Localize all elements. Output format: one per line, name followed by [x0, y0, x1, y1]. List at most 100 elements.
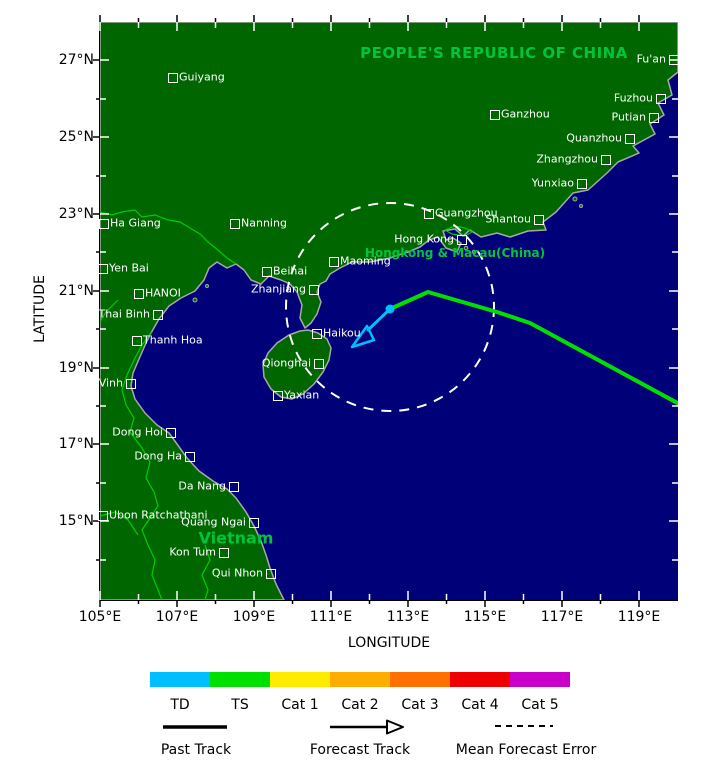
legend-category-label: TD: [170, 697, 190, 713]
city-label: Zhangzhou: [536, 152, 598, 166]
city-label: Yaxian: [284, 388, 320, 402]
mainland-coastline: [100, 22, 678, 600]
city-label: Shantou: [485, 212, 531, 226]
x-tick-label: 113°E: [386, 609, 430, 625]
city-marker: [97, 510, 108, 521]
city-marker: [308, 284, 319, 295]
city-marker: [248, 517, 259, 528]
legend-label-mean-forecast-error: Mean Forecast Error: [455, 742, 597, 758]
legend-category-label: Cat 3: [401, 697, 439, 713]
legend-category-label: Cat 5: [521, 697, 559, 713]
country-border: [100, 299, 119, 323]
tick-layer: [93, 15, 678, 607]
country-border: [100, 209, 237, 265]
city-marker: [313, 358, 324, 369]
legend-swatch-ts: [210, 672, 270, 687]
region-label-vietnam: Vietnam: [198, 528, 274, 548]
legend-label-past-track: Past Track: [160, 742, 232, 758]
y-tick-label: 21°N: [58, 283, 94, 299]
y-tick-label: 27°N: [58, 52, 94, 68]
country-border: [121, 331, 163, 600]
legend-symbols-layer: [163, 719, 553, 735]
small-island: [572, 196, 578, 202]
x-tick-label: 107°E: [155, 609, 199, 625]
city-marker: [328, 256, 339, 267]
city-label: Kon Tum: [169, 545, 216, 559]
forecast-arrow-head: [350, 324, 376, 349]
city-marker: [600, 154, 611, 165]
current-position-dot: [385, 304, 395, 314]
city-marker: [668, 54, 679, 65]
city-marker: [125, 378, 136, 389]
x-tick-label: 105°E: [78, 609, 122, 625]
legend-swatch-cat-1: [270, 672, 330, 687]
x-tick-label: 119°E: [617, 609, 661, 625]
city-label: Quang Ngai: [181, 515, 246, 529]
city-marker: [152, 309, 163, 320]
x-tick-label: 117°E: [540, 609, 584, 625]
y-tick-label: 23°N: [58, 206, 94, 222]
city-label: Nanning: [241, 216, 287, 230]
legend-swatch-cat-4: [450, 672, 510, 687]
small-island: [463, 245, 469, 251]
city-label: Qui Nhon: [211, 566, 263, 580]
y-tick-label: 19°N: [58, 360, 94, 376]
city-label: Fu'an: [636, 52, 666, 66]
y-tick-label: 25°N: [58, 129, 94, 145]
country-border: [201, 544, 211, 600]
city-marker: [98, 218, 109, 229]
city-label: Yunxiao: [531, 176, 574, 190]
small-island: [471, 249, 477, 255]
mean-forecast-error-circle: [285, 202, 495, 412]
city-label: Qionghai: [261, 356, 311, 370]
legend-swatch-cat-2: [330, 672, 390, 687]
small-island: [579, 204, 583, 208]
city-label: HANOI: [145, 286, 181, 300]
city-label: Vinh: [98, 376, 123, 390]
x-axis-title: LONGITUDE: [347, 635, 431, 651]
city-label: Guangzhou: [435, 206, 498, 220]
axis-frame-layer: [99, 22, 678, 601]
city-marker: [184, 451, 195, 462]
x-tick-label: 109°E: [232, 609, 276, 625]
land-track-layer: [100, 22, 678, 600]
city-marker: [265, 568, 276, 579]
city-marker: [167, 72, 178, 83]
country-border: [100, 511, 139, 536]
past-track-line: [388, 290, 678, 406]
legend-swatch-cat-5: [510, 672, 570, 687]
city-marker: [489, 109, 500, 120]
city-label: Putian: [611, 110, 647, 124]
city-marker: [456, 234, 467, 245]
city-marker: [648, 112, 659, 123]
legend-category-label: Cat 2: [341, 697, 379, 713]
small-island: [192, 297, 198, 303]
x-tick-label: 111°E: [309, 609, 353, 625]
city-marker: [311, 328, 322, 339]
city-marker: [576, 178, 587, 189]
city-label: Hong Kong: [394, 232, 454, 246]
city-marker: [97, 263, 108, 274]
y-tick-label: 17°N: [58, 436, 94, 452]
city-label: Zhanjiang: [250, 282, 306, 296]
city-marker: [229, 218, 240, 229]
small-island: [205, 284, 209, 288]
city-marker: [131, 335, 142, 346]
legend-swatch-td: [150, 672, 210, 687]
city-label: Quanzhou: [566, 131, 622, 145]
forecast-track-line: [366, 307, 392, 332]
city-label: Maoming: [340, 254, 391, 268]
legend-category-label: Cat 4: [461, 697, 499, 713]
city-marker: [272, 390, 283, 401]
y-axis-title: LATITUDE: [32, 275, 48, 343]
legend-category-label: Cat 1: [281, 697, 319, 713]
city-marker: [218, 547, 229, 558]
legend-forecast-arrow-head: [386, 719, 404, 735]
city-label: Thai Binh: [98, 307, 150, 321]
y-tick-label: 15°N: [58, 513, 94, 529]
city-marker: [533, 214, 544, 225]
city-label: Ha Giang: [110, 216, 161, 230]
